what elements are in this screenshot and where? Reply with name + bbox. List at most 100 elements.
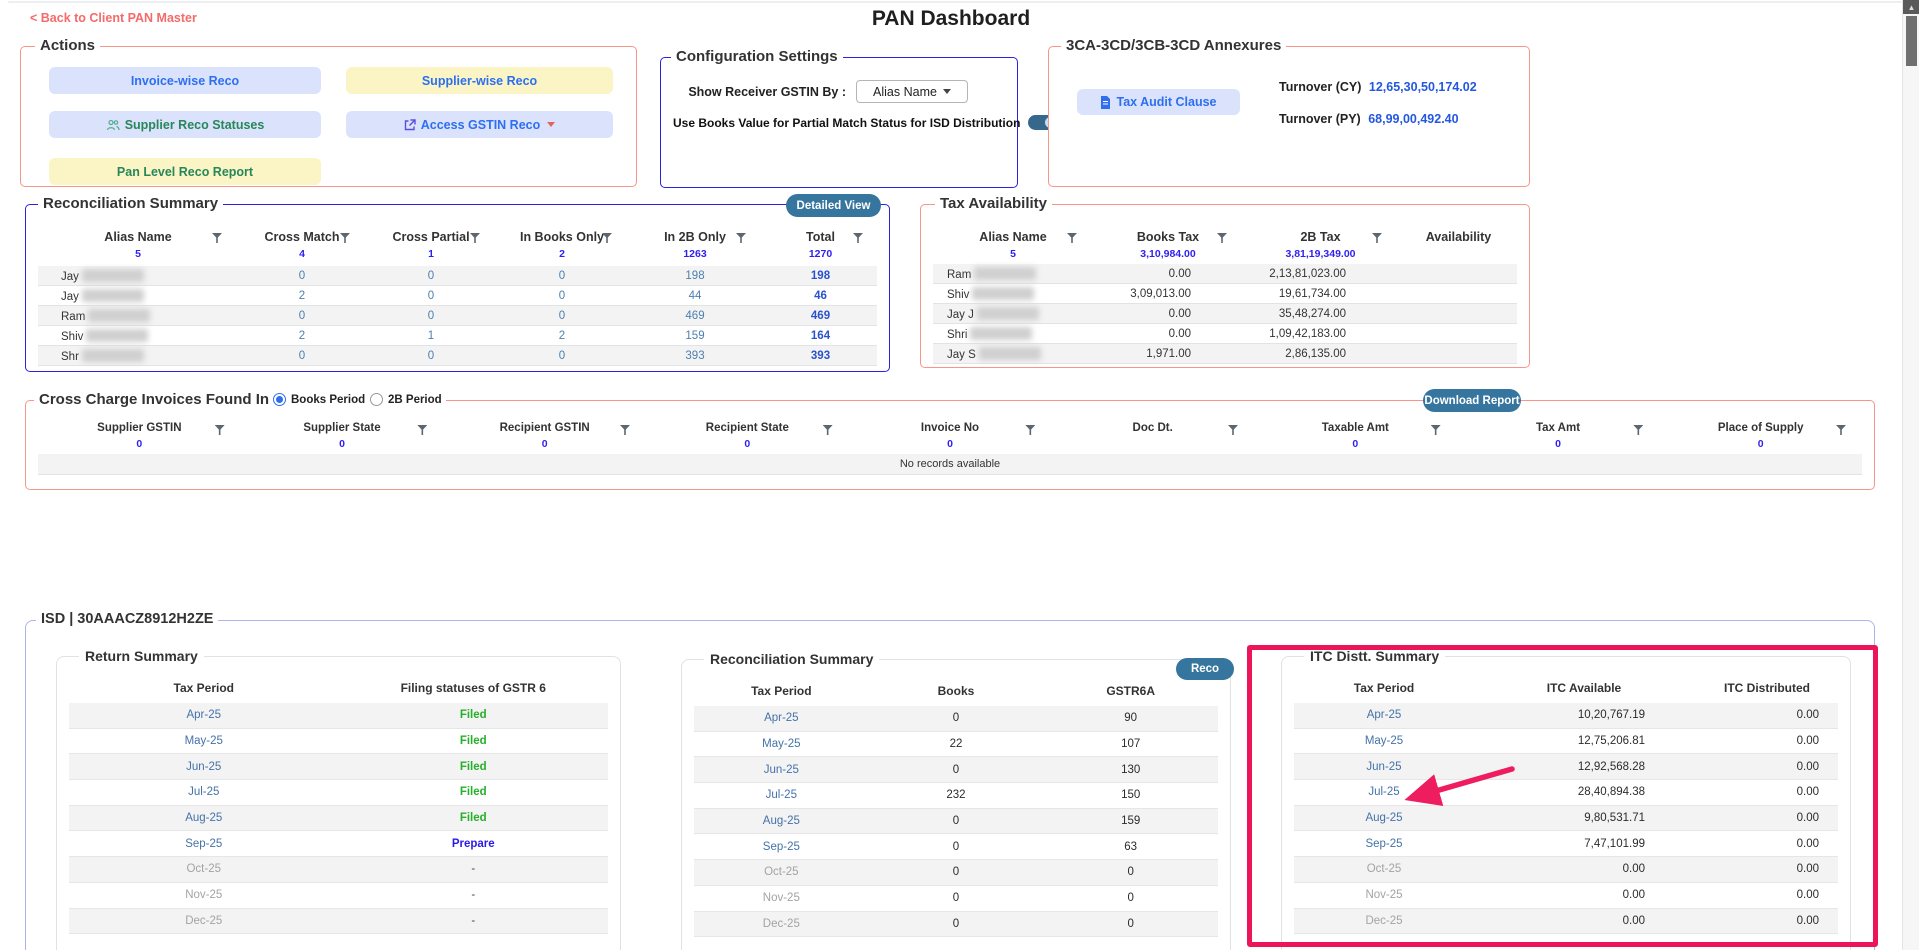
- redacted-name: [972, 286, 1035, 300]
- filter-icon[interactable]: [736, 233, 746, 243]
- scrollbar-thumb[interactable]: [1906, 16, 1917, 66]
- tax-period-link[interactable]: May-25: [1364, 735, 1404, 748]
- column-header-label: Invoice No: [920, 422, 980, 434]
- tax-period-link[interactable]: Aug-25: [1365, 812, 1403, 825]
- tax-period-link[interactable]: Apr-25: [764, 712, 799, 725]
- actions-panel: Actions Invoice-wise Reco Supplier-wise …: [20, 37, 637, 187]
- value-cell: 0: [558, 349, 566, 362]
- 2b-period-radio[interactable]: 2B Period: [366, 393, 446, 406]
- value-cell: 0: [558, 309, 566, 322]
- scrollbar[interactable]: ▲: [1902, 0, 1919, 950]
- gstr6a-count-cell: 107: [1121, 738, 1141, 751]
- value-cell: 0: [558, 269, 566, 282]
- supplier-reco-statuses-button[interactable]: Supplier Reco Statuses: [49, 111, 321, 138]
- receiver-gstin-dropdown[interactable]: Alias Name: [856, 80, 968, 103]
- tax-period-link[interactable]: Jun-25: [1366, 760, 1402, 773]
- column-header: Tax Amt: [1457, 419, 1660, 437]
- redacted-name: [86, 328, 149, 342]
- back-to-client-pan-master-link[interactable]: < Back to Client PAN Master: [30, 11, 197, 25]
- books-tax-cell: 0.00: [1168, 327, 1191, 340]
- filter-icon[interactable]: [1067, 233, 1077, 243]
- filter-icon[interactable]: [1633, 425, 1644, 435]
- tax-period-link[interactable]: May-25: [762, 738, 801, 751]
- itc-summary-row: Apr-25 10,20,767.19 0.00: [1294, 703, 1838, 729]
- return-summary-row: Nov-25 -: [69, 882, 608, 909]
- tax-audit-clause-label: Tax Audit Clause: [1116, 95, 1217, 109]
- tax-period-link[interactable]: Sep-25: [762, 840, 800, 853]
- invoice-wise-reco-button[interactable]: Invoice-wise Reco: [49, 67, 321, 94]
- filter-icon[interactable]: [822, 425, 833, 435]
- filter-icon[interactable]: [212, 233, 222, 243]
- filter-icon[interactable]: [1025, 425, 1036, 435]
- filter-icon[interactable]: [1228, 425, 1238, 435]
- filter-icon[interactable]: [1836, 425, 1846, 435]
- tax-period-link[interactable]: Sep-25: [185, 837, 223, 850]
- filter-icon[interactable]: [214, 425, 225, 435]
- filter-icon[interactable]: [417, 425, 428, 435]
- table-totals-row: 5 4 1 2 1263 1270: [38, 247, 877, 264]
- tax-audit-clause-button[interactable]: Tax Audit Clause: [1077, 89, 1240, 115]
- filter-icon[interactable]: [340, 233, 350, 243]
- filter-icon[interactable]: [620, 425, 630, 435]
- filter-icon[interactable]: [602, 233, 612, 243]
- books-count-cell: 0: [952, 892, 960, 905]
- tax-period-link[interactable]: Jul-25: [188, 786, 220, 799]
- table-header-row: Tax Period ITC Available ITC Distributed: [1294, 675, 1838, 703]
- column-header: Doc Dt.: [1051, 419, 1254, 437]
- column-total: [1051, 443, 1254, 448]
- tax-period-link: Oct-25: [1366, 863, 1402, 876]
- column-total: 5: [1010, 248, 1016, 260]
- tax-period-link[interactable]: Sep-25: [1365, 837, 1403, 850]
- 2b-tax-cell: 2,13,81,023.00: [1269, 267, 1346, 280]
- receiver-gstin-selected-value: Alias Name: [873, 84, 937, 99]
- tax-period-link[interactable]: Aug-25: [185, 812, 223, 825]
- alias-name-prefix: Shr: [61, 350, 79, 363]
- tax-period-link[interactable]: May-25: [184, 735, 223, 748]
- tax-period-link[interactable]: Jun-25: [763, 763, 799, 776]
- tax-period-link[interactable]: Apr-25: [186, 709, 222, 722]
- tax-availability-row: Jay S 1,971.00 2,86,135.00: [933, 344, 1517, 364]
- value-cell: 0: [427, 269, 435, 282]
- reco-button[interactable]: Reco: [1176, 658, 1234, 680]
- filter-icon[interactable]: [470, 233, 480, 243]
- return-summary-row: May-25 Filed: [69, 728, 608, 755]
- filter-icon[interactable]: [853, 233, 863, 243]
- column-header-label: Recipient State: [705, 422, 789, 434]
- column-header: Invoice No: [849, 419, 1052, 437]
- tax-period-link[interactable]: Jul-25: [765, 789, 797, 802]
- table-header-row: Alias Name Cross Match Cross Partial In Boo…: [38, 227, 877, 247]
- total-cell: 164: [810, 329, 831, 342]
- tax-period-link[interactable]: Jun-25: [186, 760, 222, 773]
- itc-available-cell: 28,40,894.38: [1577, 786, 1645, 799]
- scroll-up-button[interactable]: ▲: [1903, 0, 1919, 14]
- pan-level-reco-report-button[interactable]: Pan Level Reco Report: [49, 158, 321, 185]
- tax-period-link[interactable]: Jul-25: [1368, 786, 1400, 799]
- alias-name-cell: Jay J: [933, 306, 1093, 321]
- supplier-wise-reco-button[interactable]: Supplier-wise Reco: [346, 67, 613, 94]
- books-period-radio[interactable]: Books Period: [269, 393, 370, 406]
- tax-period-link[interactable]: Apr-25: [1366, 709, 1402, 722]
- column-total: 0: [541, 438, 548, 450]
- redacted-name: [976, 306, 1039, 320]
- access-gstin-reco-button[interactable]: Access GSTIN Reco: [346, 111, 613, 138]
- tax-period-link: Dec-25: [185, 914, 223, 927]
- download-report-button[interactable]: Download Report: [1423, 389, 1521, 412]
- return-summary-title: Return Summary: [79, 648, 204, 664]
- column-header-label: Taxable Amt: [1321, 422, 1389, 434]
- filter-icon[interactable]: [1217, 233, 1227, 243]
- 2b-tax-cell: 2,86,135.00: [1285, 347, 1346, 360]
- tax-period-link[interactable]: Aug-25: [762, 815, 800, 828]
- filter-icon[interactable]: [1372, 233, 1382, 243]
- filter-icon[interactable]: [1430, 425, 1441, 435]
- turnover-cy-row: Turnover (CY) 12,65,30,50,174.02: [1279, 80, 1477, 94]
- alias-name-cell: Jay S: [933, 346, 1093, 361]
- isd-recon-row: Oct-25 0 0: [694, 860, 1218, 886]
- column-header: In Books Only: [496, 227, 628, 247]
- gstr6a-count-cell: 0: [1127, 892, 1134, 905]
- alias-name-cell: Jay: [38, 268, 238, 283]
- column-header: 2B Tax: [1243, 227, 1398, 247]
- detailed-view-button[interactable]: Detailed View: [786, 194, 881, 217]
- column-total: 0: [339, 438, 345, 450]
- filing-status[interactable]: Prepare: [451, 837, 495, 850]
